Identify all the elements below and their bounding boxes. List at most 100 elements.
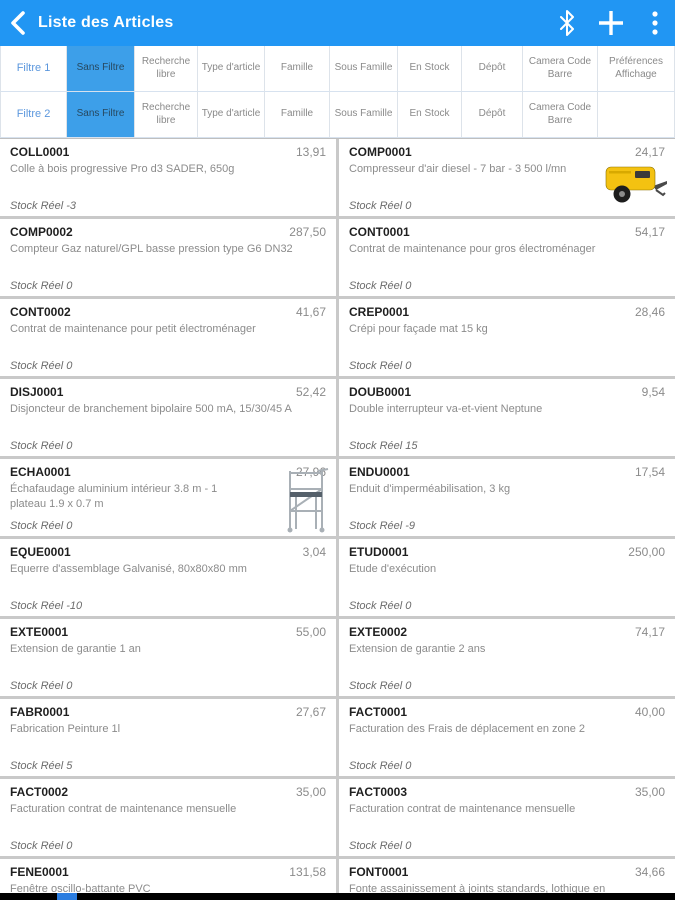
article-code: CREP0001 — [349, 305, 410, 319]
filter1-sous-famille[interactable]: Sous Famille — [330, 46, 398, 92]
article-code: FENE0001 — [10, 865, 69, 879]
article-card[interactable]: ETUD0001 250,00 Etude d'exécution Stock … — [339, 539, 675, 616]
overflow-menu-button[interactable] — [635, 0, 675, 46]
article-description: Compresseur d'air diesel - 7 bar - 3 500… — [349, 163, 567, 175]
article-code: CONT0001 — [349, 225, 410, 239]
article-description: Extension de garantie 2 ans — [349, 643, 486, 655]
article-stock: Stock Réel -3 — [10, 200, 77, 212]
article-card[interactable]: DISJ0001 52,42 Disjoncteur de branchemen… — [0, 379, 336, 456]
article-code: FABR0001 — [10, 705, 70, 719]
bluetooth-button[interactable] — [547, 0, 587, 46]
filter2-depot[interactable]: Dépôt — [462, 92, 523, 138]
filter-table: Filtre 1 Sans Filtre Recherche libre Typ… — [0, 46, 675, 138]
article-description: Extension de garantie 1 an — [10, 643, 141, 655]
filter2-label: Filtre 2 — [0, 92, 67, 138]
article-stock: Stock Réel 0 — [10, 680, 73, 692]
article-price: 24,17 — [634, 145, 665, 159]
article-card[interactable]: EXTE0001 55,00 Extension de garantie 1 a… — [0, 619, 336, 696]
article-card[interactable]: COMP0001 24,17 Compresseur d'air diesel … — [339, 139, 675, 216]
article-stock: Stock Réel 0 — [349, 760, 412, 772]
article-code: COMP0002 — [10, 225, 73, 239]
article-card[interactable]: ECHA0001 27,96 Échafaudage aluminium int… — [0, 459, 336, 536]
article-card[interactable]: FABR0001 27,67 Fabrication Peinture 1l S… — [0, 699, 336, 776]
article-price: 9,54 — [641, 385, 665, 399]
article-card[interactable]: COMP0002 287,50 Compteur Gaz naturel/GPL… — [0, 219, 336, 296]
article-card[interactable]: CONT0002 41,67 Contrat de maintenance po… — [0, 299, 336, 376]
article-stock: Stock Réel 0 — [10, 280, 73, 292]
bottom-bar — [0, 893, 675, 900]
filter2-recherche-libre[interactable]: Recherche libre — [135, 92, 198, 138]
article-stock: Stock Réel 0 — [349, 280, 412, 292]
article-description: Compteur Gaz naturel/GPL basse pression … — [10, 243, 293, 255]
filter1-preferences-affichage[interactable]: Préférences Affichage — [598, 46, 675, 92]
article-description: Crépi pour façade mat 15 kg — [349, 323, 488, 335]
filter2-sous-famille[interactable]: Sous Famille — [330, 92, 398, 138]
article-stock: Stock Réel -10 — [10, 600, 83, 612]
article-stock: Stock Réel 15 — [349, 440, 418, 452]
article-price: 52,42 — [295, 385, 326, 399]
article-card[interactable]: FACT0001 40,00 Facturation des Frais de … — [339, 699, 675, 776]
filter1-recherche-libre[interactable]: Recherche libre — [135, 46, 198, 92]
article-description: Facturation des Frais de déplacement en … — [349, 723, 586, 735]
article-description: Fonte assainissement à joints standards,… — [349, 883, 606, 894]
article-card[interactable]: DOUB0001 9,54 Double interrupteur va-et-… — [339, 379, 675, 456]
app-header: Liste des Articles — [0, 0, 675, 46]
article-code: EXTE0002 — [349, 625, 408, 639]
article-card[interactable]: FACT0002 35,00 Facturation contrat de ma… — [0, 779, 336, 856]
article-stock: Stock Réel 0 — [349, 680, 412, 692]
article-stock: Stock Réel 5 — [10, 760, 73, 772]
filter1-camera-code-barre[interactable]: Camera Code Barre — [523, 46, 598, 92]
back-button[interactable] — [0, 0, 38, 46]
article-stock: Stock Réel 0 — [10, 840, 73, 852]
filter2-sans-filtre[interactable]: Sans Filtre — [67, 92, 135, 138]
article-card[interactable]: FENE0001 131,58 Fenêtre oscillo-battante… — [0, 859, 336, 894]
bottom-bar-accent — [57, 893, 77, 900]
article-code: FONT0001 — [349, 865, 409, 879]
compressor-thumbnail — [605, 166, 667, 203]
article-card[interactable]: FACT0003 35,00 Facturation contrat de ma… — [339, 779, 675, 856]
article-card[interactable]: FONT0001 34,66 Fonte assainissement à jo… — [339, 859, 675, 894]
filter2-empty — [598, 92, 675, 138]
chevron-left-icon — [11, 11, 25, 35]
article-description: Double interrupteur va-et-vient Neptune — [349, 403, 543, 415]
filter2-camera-code-barre[interactable]: Camera Code Barre — [523, 92, 598, 138]
article-stock: Stock Réel 0 — [349, 360, 412, 372]
filter2-en-stock[interactable]: En Stock — [398, 92, 462, 138]
article-stock: Stock Réel 0 — [349, 840, 412, 852]
article-stock: Stock Réel 0 — [349, 200, 412, 212]
article-card[interactable]: ENDU0001 17,54 Enduit d'imperméabilisati… — [339, 459, 675, 536]
article-price: 3,04 — [302, 545, 326, 559]
filter2-famille[interactable]: Famille — [265, 92, 330, 138]
article-image — [601, 161, 669, 210]
filter2-type-article[interactable]: Type d'article — [198, 92, 265, 138]
article-code: EXTE0001 — [10, 625, 69, 639]
filter1-type-article[interactable]: Type d'article — [198, 46, 265, 92]
article-description: Colle à bois progressive Pro d3 SADER, 6… — [10, 163, 235, 175]
article-code: FACT0002 — [10, 785, 69, 799]
article-card[interactable]: EXTE0002 74,17 Extension de garantie 2 a… — [339, 619, 675, 696]
article-stock: Stock Réel 0 — [349, 600, 412, 612]
article-card[interactable]: CREP0001 28,46 Crépi pour façade mat 15 … — [339, 299, 675, 376]
article-price: 54,17 — [634, 225, 665, 239]
article-description: Fabrication Peinture 1l — [10, 723, 121, 735]
article-code: DISJ0001 — [10, 385, 64, 399]
article-price: 40,00 — [634, 705, 665, 719]
filter1-en-stock[interactable]: En Stock — [398, 46, 462, 92]
add-article-button[interactable] — [587, 0, 635, 46]
article-price: 17,54 — [634, 465, 665, 479]
scaffold-thumbnail — [287, 468, 329, 533]
article-description: Facturation contrat de maintenance mensu… — [349, 803, 576, 815]
article-description: Etude d'exécution — [349, 563, 437, 575]
article-card[interactable]: COLL0001 13,91 Colle à bois progressive … — [0, 139, 336, 216]
article-price: 27,67 — [295, 705, 326, 719]
article-card[interactable]: EQUE0001 3,04 Equerre d'assemblage Galva… — [0, 539, 336, 616]
article-description: Equerre d'assemblage Galvanisé, 80x80x80… — [10, 563, 247, 575]
filter1-famille[interactable]: Famille — [265, 46, 330, 92]
article-price: 55,00 — [295, 625, 326, 639]
article-description: Échafaudage aluminium intérieur 3.8 m - … — [10, 483, 218, 510]
filter1-sans-filtre[interactable]: Sans Filtre — [67, 46, 135, 92]
article-card[interactable]: CONT0001 54,17 Contrat de maintenance po… — [339, 219, 675, 296]
plus-icon — [599, 11, 623, 35]
filter1-depot[interactable]: Dépôt — [462, 46, 523, 92]
